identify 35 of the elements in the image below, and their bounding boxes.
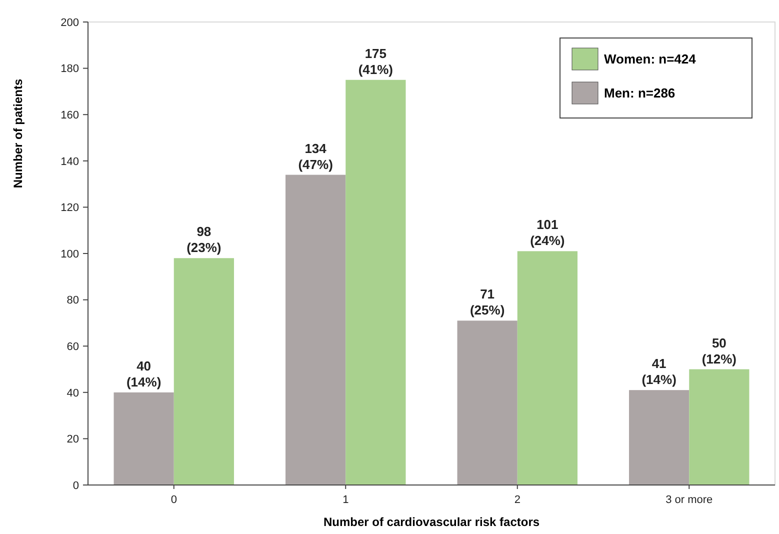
y-tick-label: 160 [60,109,79,122]
bar [174,258,234,485]
x-tick-label: 1 [342,494,349,506]
bar [689,369,750,485]
data-label: 40 (14%) [126,358,162,390]
y-tick-label: 140 [60,156,79,168]
data-label: 98 (23%) [186,224,222,256]
data-label: 41 (14%) [642,356,676,388]
y-tick-label: 200 [60,16,79,29]
bar [114,392,174,485]
bar [286,174,346,485]
data-label: 134 (47%) [298,140,333,172]
y-tick-label: 40 [66,387,79,400]
bar [629,390,690,485]
y-axis-title: Number of patients [11,78,25,188]
y-tick-label: 120 [60,202,79,214]
x-tick-label: 2 [514,494,520,506]
y-tick-label: 60 [66,340,79,353]
y-tick-label: 0 [72,480,79,492]
bar [457,320,518,485]
x-tick-label: 0 [170,494,177,506]
data-label: 101 (24%) [530,217,565,248]
x-axis-title: Number of cardiovascular risk factors [323,515,540,529]
data-label: 50 (12%) [702,335,737,366]
data-label: 175 (41%) [358,46,394,77]
y-tick-label: 80 [66,294,79,307]
legend-label: Women: n=424 [604,52,697,67]
y-tick-label: 20 [66,434,79,446]
y-tick-label: 100 [60,248,79,260]
bar [517,251,578,485]
x-tick-label: 3 or more [666,494,713,506]
legend-label: Men: n=286 [604,86,676,101]
bar [346,80,406,485]
data-label: 71 (25%) [470,286,505,318]
y-tick-label: 180 [60,63,79,76]
